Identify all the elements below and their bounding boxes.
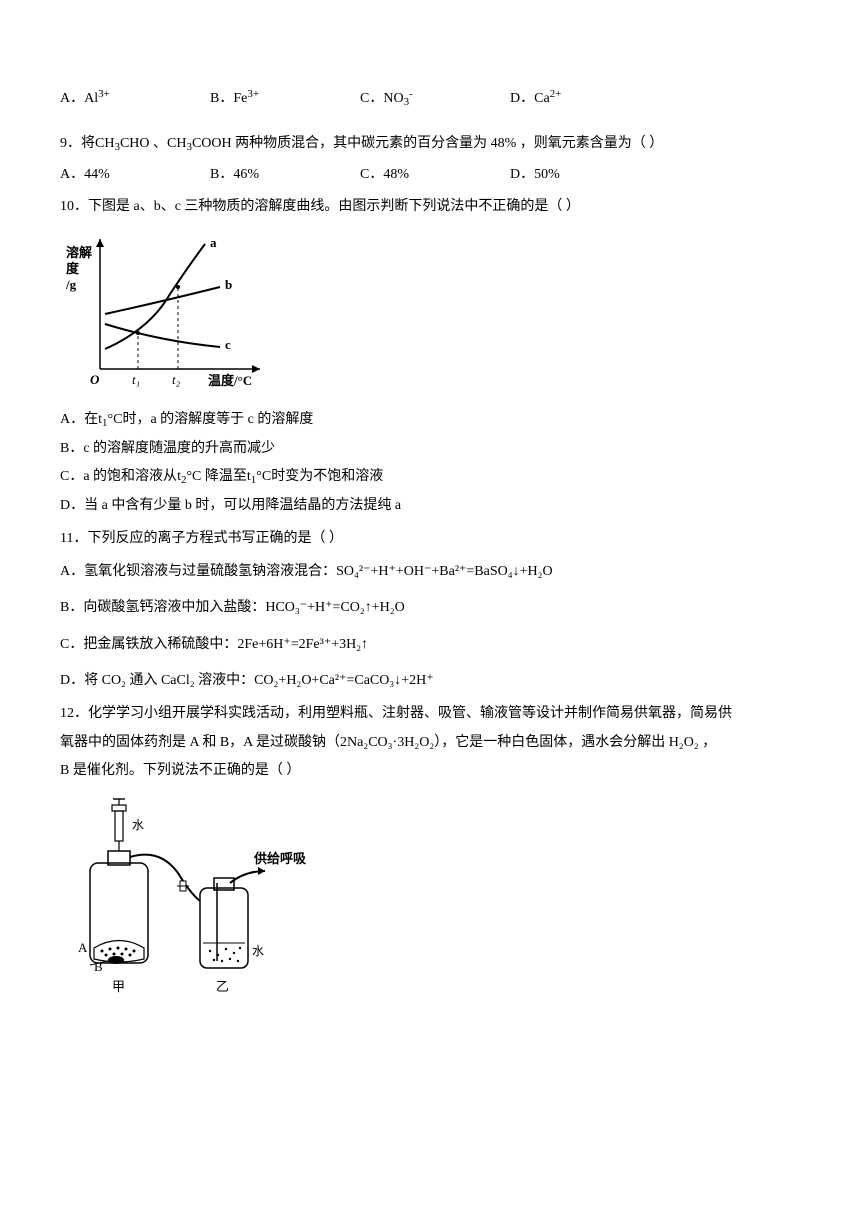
curve-b-label: b (225, 277, 232, 292)
q8-opt-b: B．Fe3+ (210, 84, 360, 113)
q10-solubility-chart: a b c 溶解 度 /g O t₁ t₂ 温度/°C (60, 229, 800, 399)
labelB: B (94, 959, 103, 974)
breath-label: 供给呼吸 (253, 851, 307, 866)
q9-options: A．44% B．46% C．48% D．50% (60, 162, 800, 189)
q8-opt-d: D．Ca2+ (510, 84, 660, 113)
water-label-1: 水 (132, 818, 144, 832)
q8-opt-a: A．Al3+ (60, 84, 210, 113)
t2-label: t₂ (172, 372, 181, 387)
q9-opt-d: D．50% (510, 162, 660, 189)
curve-a-label: a (210, 235, 217, 250)
q8-opt-c: C．NO3- (360, 84, 510, 113)
q8-options: A．Al3+ B．Fe3+ C．NO3- D．Ca2+ (60, 84, 800, 113)
q10-opt-b: B．c 的溶解度随温度的升高而减少 (60, 436, 800, 463)
t1-label: t₁ (132, 372, 140, 387)
q11-stem: 11．下列反应的离子方程式书写正确的是（ ） (60, 526, 800, 553)
q9-opt-a: A．44% (60, 162, 210, 189)
q9-opt-c: C．48% (360, 162, 510, 189)
yunit: /g (65, 277, 77, 292)
q11-opt-c: C．把金属铁放入稀硫酸中：2Fe+6H⁺=2Fe³⁺+3H₂↑ (60, 632, 800, 659)
ylabel1: 溶解 (66, 245, 92, 260)
curve-c-label: c (225, 337, 231, 352)
q10-opt-c: C．a 的饱和溶液从t2°C 降温至t1°C时变为不饱和溶液 (60, 464, 800, 491)
q10-opt-a: A．在t1°C时，a 的溶解度等于 c 的溶解度 (60, 407, 800, 434)
q11-opt-a: A．氢氧化钡溶液与过量硫酸氢钠溶液混合：SO₄²⁻+H⁺+OH⁻+Ba²⁺=Ba… (60, 559, 800, 586)
q12-apparatus-diagram: 水 A B 甲 水 乙 供给呼吸 (60, 793, 800, 1003)
xlabel: 温度/°C (208, 373, 252, 388)
yi-label: 乙 (216, 979, 229, 994)
q9-stem: 9．将CH3CHO 、CH3COOH 两种物质混合，其中碳元素的百分含量为 48… (60, 131, 800, 158)
q12-stem-line1: 12．化学学习小组开展学科实践活动，利用塑料瓶、注射器、吸管、输液管等设计并制作… (60, 701, 800, 728)
q12-stem-line3: B 是催化剂。下列说法不正确的是（ ） (60, 758, 800, 785)
jia-label: 甲 (112, 979, 125, 994)
q11-opt-b: B．向碳酸氢钙溶液中加入盐酸：HCO₃⁻+H⁺=CO₂↑+H₂O (60, 595, 800, 622)
q11-opt-d: D．将 CO₂ 通入 CaCl₂ 溶液中：CO₂+H₂O+Ca²⁺=CaCO₃↓… (60, 668, 800, 695)
labelA: A (78, 940, 88, 955)
water-label-2: 水 (252, 944, 264, 958)
q10-stem: 10．下图是 a、b、c 三种物质的溶解度曲线。由图示判断下列说法中不正确的是（… (60, 194, 800, 221)
q12-stem-line2: 氧器中的固体药剂是 A 和 B，A 是过碳酸钠（2Na₂CO₃·3H₂O₂），它… (60, 730, 800, 757)
origin-label: O (90, 372, 100, 387)
ylabel2: 度 (66, 261, 80, 276)
q9-opt-b: B．46% (210, 162, 360, 189)
q10-opt-d: D．当 a 中含有少量 b 时，可以用降温结晶的方法提纯 a (60, 493, 800, 520)
